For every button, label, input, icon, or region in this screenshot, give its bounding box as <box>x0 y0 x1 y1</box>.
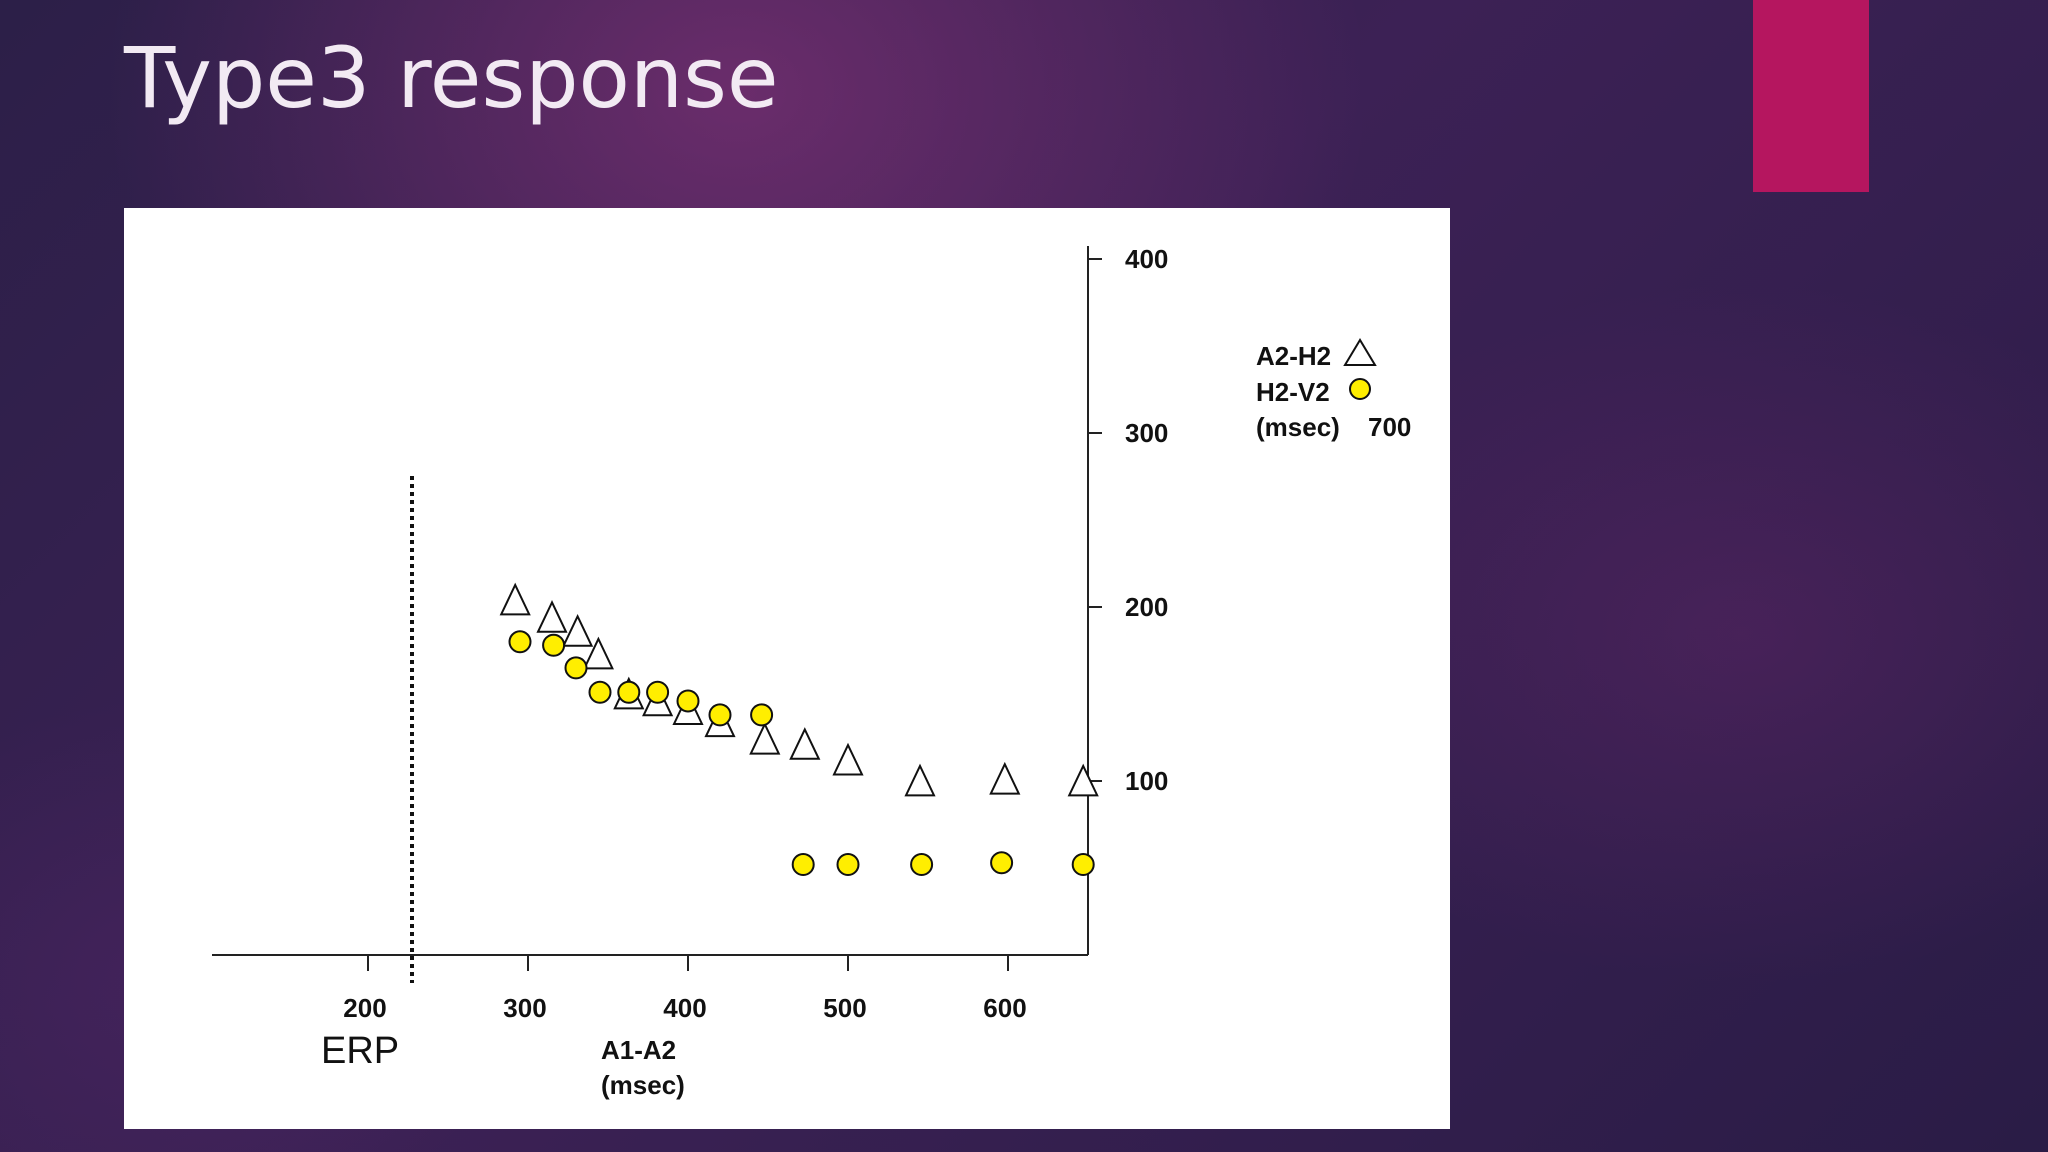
triangle-point <box>904 763 936 797</box>
circle-point <box>910 853 934 877</box>
erp-marker: ERP <box>321 476 414 1072</box>
circle-point <box>542 633 566 657</box>
triangle-point <box>989 761 1021 795</box>
x-tick-label-200: 200 <box>343 993 386 1023</box>
axis-labels: 200 300 400 500 600 100 200 300 400 A1-A2 (msec) <box>343 244 1168 1100</box>
x-tick-label-400: 400 <box>663 993 706 1023</box>
chart-panel: ERP 200 300 400 500 600 100 200 300 400 A1-A2 (mse… <box>124 208 1450 1129</box>
circle-point <box>508 630 532 654</box>
accent-bar <box>1753 0 1869 192</box>
data-points <box>499 582 1099 877</box>
y-tick-label-400: 400 <box>1125 244 1168 274</box>
circle-point <box>836 853 860 877</box>
x-axis-title: A1-A2 <box>601 1035 676 1065</box>
triangle-point <box>789 727 821 760</box>
x-tick-label-600: 600 <box>983 993 1026 1023</box>
x-tick-label-500: 500 <box>823 993 866 1023</box>
y-tick-label-100: 100 <box>1125 766 1168 796</box>
triangle-point <box>499 582 531 616</box>
legend-value: 700 <box>1368 412 1411 442</box>
circle-point <box>617 680 641 704</box>
triangle-point <box>749 721 781 755</box>
circle-point <box>791 853 815 877</box>
x-tick-label-300: 300 <box>503 993 546 1023</box>
triangle-point <box>582 636 614 670</box>
legend: A2-H2 H2-V2 (msec) 700 <box>1256 338 1411 442</box>
circle-point <box>708 703 732 727</box>
circle-point <box>646 680 670 704</box>
legend-label-triangle: A2-H2 <box>1256 341 1331 371</box>
circle-point <box>564 656 588 680</box>
erp-label: ERP <box>321 1030 399 1072</box>
y-tick-label-300: 300 <box>1125 418 1168 448</box>
legend-circle-marker <box>1349 378 1371 400</box>
axes <box>212 246 1102 971</box>
circle-point <box>676 689 700 713</box>
circle-point <box>990 851 1014 875</box>
triangle-point <box>536 600 568 633</box>
y-tick-label-200: 200 <box>1125 592 1168 622</box>
legend-unit: (msec) <box>1256 412 1340 442</box>
slide-title: Type3 response <box>124 29 779 127</box>
triangle-point <box>562 613 594 647</box>
x-axis-unit: (msec) <box>601 1070 685 1100</box>
legend-triangle-marker <box>1343 338 1377 366</box>
triangle-point <box>1067 763 1099 797</box>
circle-point <box>750 703 774 727</box>
triangle-point <box>832 742 864 776</box>
legend-label-circle: H2-V2 <box>1256 377 1330 407</box>
circle-point <box>1071 853 1095 877</box>
circle-point <box>588 680 612 704</box>
scatter-chart: ERP 200 300 400 500 600 100 200 300 400 A1-A2 (mse… <box>212 244 1411 1100</box>
